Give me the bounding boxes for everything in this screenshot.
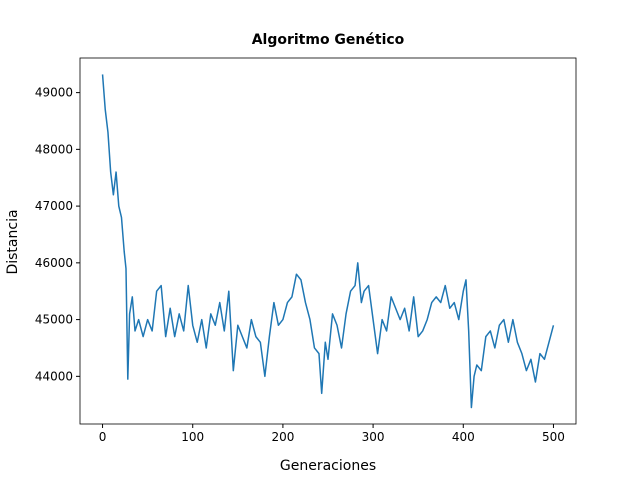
y-tick-label: 49000 [35, 86, 73, 100]
y-tick-label: 46000 [35, 256, 73, 270]
y-tick-label: 48000 [35, 142, 73, 156]
x-tick-label: 0 [99, 430, 107, 444]
y-tick-label: 44000 [35, 369, 73, 383]
data-line [101, 74, 555, 409]
x-tick-label: 200 [271, 430, 294, 444]
y-axis-label: Distancia [5, 209, 21, 274]
x-tick-label: 400 [452, 430, 475, 444]
x-tick-label: 500 [542, 430, 565, 444]
y-tick-label: 45000 [35, 313, 73, 327]
y-tick-label: 47000 [35, 199, 73, 213]
plot-frame [79, 57, 577, 425]
x-tick-label: 300 [362, 430, 385, 444]
chart-title: Algoritmo Genético [252, 32, 405, 48]
x-axis-label: Generaciones [280, 458, 376, 474]
x-tick-label: 100 [181, 430, 204, 444]
